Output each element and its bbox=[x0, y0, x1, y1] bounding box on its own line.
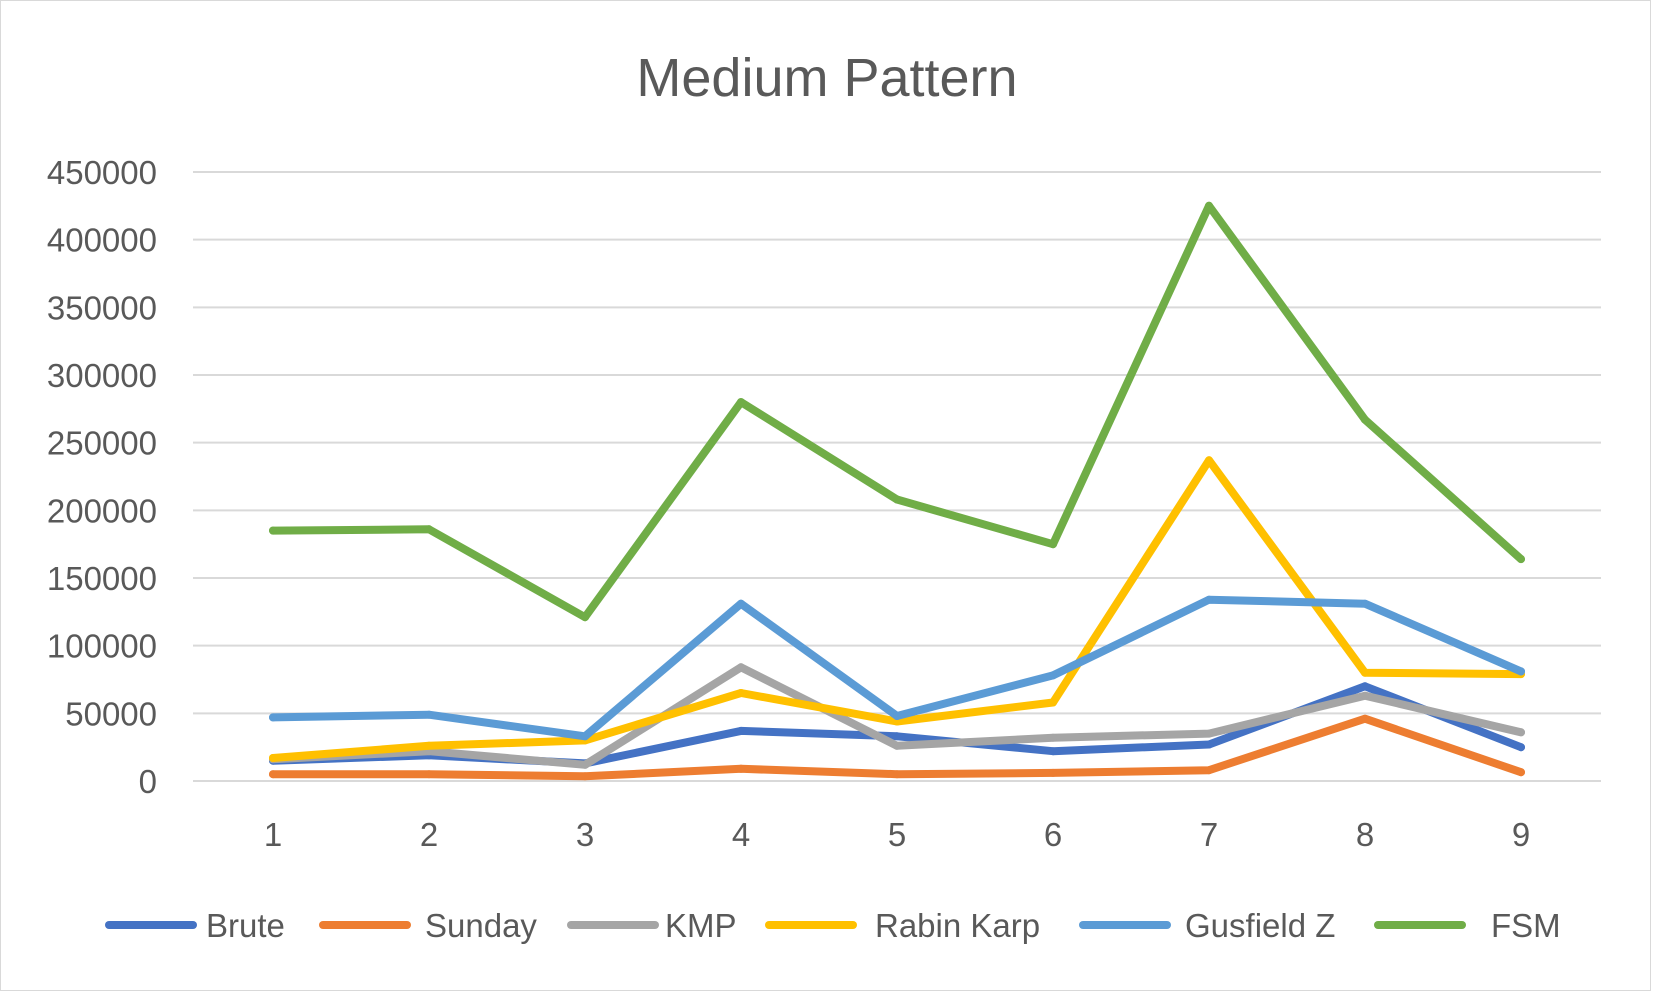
series-line-fsm bbox=[269, 201, 1525, 622]
data-point-sunday bbox=[893, 770, 901, 779]
y-tick-label: 350000 bbox=[47, 289, 157, 326]
x-axis-tick-labels: 1 2 3 4 5 6 7 8 9 bbox=[264, 816, 1530, 853]
legend: Brute Sunday KMP Rabin Karp Gusfield Z FSM bbox=[105, 907, 1561, 944]
data-point-rabin-karp bbox=[1049, 698, 1057, 707]
x-tick-label: 8 bbox=[1356, 816, 1374, 853]
data-point-rabin-karp bbox=[737, 689, 745, 697]
y-tick-label: 50000 bbox=[65, 695, 157, 732]
data-point-gusfield-z bbox=[581, 732, 589, 741]
x-tick-label: 9 bbox=[1512, 816, 1530, 853]
legend-label-fsm: FSM bbox=[1491, 907, 1561, 944]
data-point-kmp bbox=[893, 741, 901, 750]
data-point-fsm bbox=[425, 525, 433, 534]
data-point-rabin-karp bbox=[269, 754, 277, 762]
data-point-sunday bbox=[581, 772, 589, 781]
data-point-kmp bbox=[737, 663, 745, 672]
chart-title: Medium Pattern bbox=[636, 48, 1017, 108]
data-point-kmp bbox=[581, 760, 589, 769]
data-point-brute bbox=[1205, 740, 1213, 749]
data-point-sunday bbox=[1205, 766, 1213, 775]
data-point-rabin-karp bbox=[1205, 456, 1213, 465]
data-point-brute bbox=[1517, 743, 1525, 752]
x-tick-label: 4 bbox=[732, 816, 750, 853]
data-point-gusfield-z bbox=[737, 599, 745, 608]
data-point-kmp bbox=[1517, 728, 1525, 737]
data-point-fsm bbox=[1049, 540, 1057, 549]
x-tick-label: 6 bbox=[1044, 816, 1062, 853]
x-tick-label: 1 bbox=[264, 816, 282, 853]
legend-label-kmp: KMP bbox=[665, 907, 737, 944]
data-point-sunday bbox=[1517, 768, 1525, 777]
data-point-fsm bbox=[893, 495, 901, 504]
data-point-brute bbox=[893, 732, 901, 741]
data-point-gusfield-z bbox=[893, 712, 901, 720]
series-lines bbox=[269, 201, 1525, 781]
data-point-rabin-karp bbox=[1361, 668, 1369, 677]
y-tick-label: 400000 bbox=[47, 222, 157, 259]
data-point-gusfield-z bbox=[425, 710, 433, 719]
data-point-gusfield-z bbox=[1049, 671, 1057, 680]
data-point-brute bbox=[737, 726, 745, 735]
x-tick-label: 2 bbox=[420, 816, 438, 853]
x-tick-label: 3 bbox=[576, 816, 594, 853]
data-point-sunday bbox=[1361, 714, 1369, 723]
y-tick-label: 300000 bbox=[47, 357, 157, 394]
y-tick-label: 200000 bbox=[47, 492, 157, 529]
data-point-gusfield-z bbox=[1205, 595, 1213, 604]
data-point-kmp bbox=[1049, 733, 1057, 742]
data-point-fsm bbox=[737, 398, 745, 407]
y-tick-label: 150000 bbox=[47, 560, 157, 597]
data-point-gusfield-z bbox=[1361, 599, 1369, 608]
y-tick-label: 100000 bbox=[47, 628, 157, 665]
data-point-fsm bbox=[1517, 555, 1525, 564]
data-point-fsm bbox=[581, 613, 589, 622]
x-tick-label: 7 bbox=[1200, 816, 1218, 853]
data-point-kmp bbox=[1361, 691, 1369, 700]
data-point-fsm bbox=[1361, 415, 1369, 424]
legend-label-gusfield-z: Gusfield Z bbox=[1185, 907, 1335, 944]
y-tick-label: 450000 bbox=[47, 154, 157, 191]
data-point-fsm bbox=[1205, 201, 1213, 210]
data-point-rabin-karp bbox=[425, 741, 433, 750]
data-point-sunday bbox=[737, 764, 745, 773]
data-point-sunday bbox=[1049, 768, 1057, 777]
data-point-kmp bbox=[1205, 729, 1213, 738]
data-point-sunday bbox=[425, 770, 433, 779]
data-point-brute bbox=[1049, 747, 1057, 756]
legend-label-sunday: Sunday bbox=[425, 907, 537, 944]
legend-label-rabin-karp: Rabin Karp bbox=[875, 907, 1040, 944]
data-point-sunday bbox=[269, 770, 277, 779]
y-axis-tick-labels: 450000 400000 350000 300000 250000 200000 1500… bbox=[47, 154, 157, 800]
data-point-brute bbox=[1361, 682, 1369, 691]
x-tick-label: 5 bbox=[888, 816, 906, 853]
data-point-gusfield-z bbox=[1517, 667, 1525, 676]
y-tick-label: 0 bbox=[139, 763, 157, 800]
y-tick-label: 250000 bbox=[47, 425, 157, 462]
legend-label-brute: Brute bbox=[206, 907, 285, 944]
data-point-gusfield-z bbox=[269, 713, 277, 722]
gridlines bbox=[193, 171, 1601, 782]
data-point-fsm bbox=[269, 526, 277, 535]
